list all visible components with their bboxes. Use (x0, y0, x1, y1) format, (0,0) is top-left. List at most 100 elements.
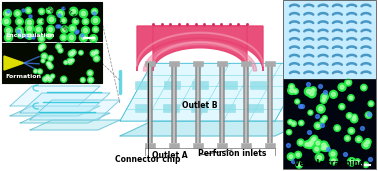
Point (356, 138, 362, 141)
Point (310, 89, 316, 91)
Point (80, 79, 86, 81)
Point (322, 146, 328, 149)
Point (67, 60, 73, 63)
Point (16, 28, 22, 31)
Point (4, 12, 10, 15)
Point (40, 45, 46, 48)
Point (5, 36, 11, 38)
Point (345, 81, 351, 84)
Point (292, 90, 298, 93)
Point (45, 62, 51, 65)
Point (69, 27, 75, 30)
Point (346, 114, 352, 117)
Point (287, 121, 293, 123)
Polygon shape (137, 32, 263, 66)
Point (184, 23, 190, 25)
Point (60, 28, 67, 30)
Text: Outlet A: Outlet A (152, 152, 187, 161)
Point (20, 9, 26, 12)
Point (57, 12, 64, 14)
Bar (265, 61, 275, 66)
Point (366, 114, 372, 116)
Point (349, 160, 355, 163)
Point (37, 20, 43, 23)
Point (70, 51, 76, 54)
Point (78, 51, 84, 54)
Point (90, 36, 96, 39)
Point (69, 59, 75, 62)
Point (46, 33, 52, 36)
Point (16, 20, 22, 22)
Point (80, 12, 86, 14)
Point (57, 12, 64, 14)
Point (348, 96, 354, 99)
Point (87, 72, 93, 74)
Point (363, 143, 369, 146)
Point (330, 153, 336, 155)
Point (296, 164, 302, 166)
Polygon shape (137, 26, 263, 71)
Point (48, 57, 54, 60)
Point (325, 148, 332, 150)
Point (5, 9, 11, 12)
Point (307, 143, 313, 146)
Bar (265, 143, 275, 148)
Text: Inner aq.: Inner aq. (59, 2, 80, 21)
Bar (249, 81, 266, 89)
Point (73, 31, 79, 33)
Point (61, 78, 67, 81)
Point (348, 129, 354, 132)
Text: Formation: Formation (5, 74, 41, 79)
Bar (2, 2, 102, 41)
Point (91, 12, 98, 15)
Point (39, 46, 45, 49)
Point (368, 102, 374, 105)
Point (298, 122, 304, 124)
Bar (193, 61, 203, 66)
Point (5, 29, 11, 31)
Point (88, 78, 94, 81)
Point (346, 114, 352, 117)
Point (38, 36, 44, 39)
Point (339, 86, 345, 89)
Point (60, 28, 67, 30)
Point (41, 55, 47, 58)
Point (87, 72, 93, 74)
Point (314, 148, 320, 150)
Point (14, 12, 20, 15)
Point (330, 93, 336, 96)
Point (69, 27, 75, 30)
Point (68, 35, 74, 38)
Point (82, 20, 88, 23)
Point (330, 160, 336, 162)
Point (68, 35, 74, 38)
Point (68, 52, 74, 55)
Point (5, 36, 11, 38)
Point (334, 127, 340, 129)
Bar (217, 61, 227, 66)
Bar (283, 0, 376, 169)
Point (314, 124, 321, 127)
Point (334, 127, 340, 129)
Point (299, 104, 305, 107)
Point (46, 9, 53, 11)
Point (67, 60, 73, 63)
Point (318, 107, 324, 110)
Point (158, 23, 164, 25)
Point (93, 57, 99, 60)
Polygon shape (30, 100, 120, 120)
Point (48, 18, 54, 21)
Polygon shape (10, 106, 100, 116)
Point (298, 141, 304, 144)
Point (307, 111, 313, 114)
Point (38, 47, 44, 50)
Point (80, 35, 86, 38)
Polygon shape (153, 42, 247, 66)
Point (287, 121, 293, 123)
Point (150, 23, 156, 25)
Point (288, 155, 294, 158)
Point (367, 158, 373, 161)
Point (368, 102, 374, 105)
Point (295, 153, 301, 156)
Point (339, 105, 345, 108)
